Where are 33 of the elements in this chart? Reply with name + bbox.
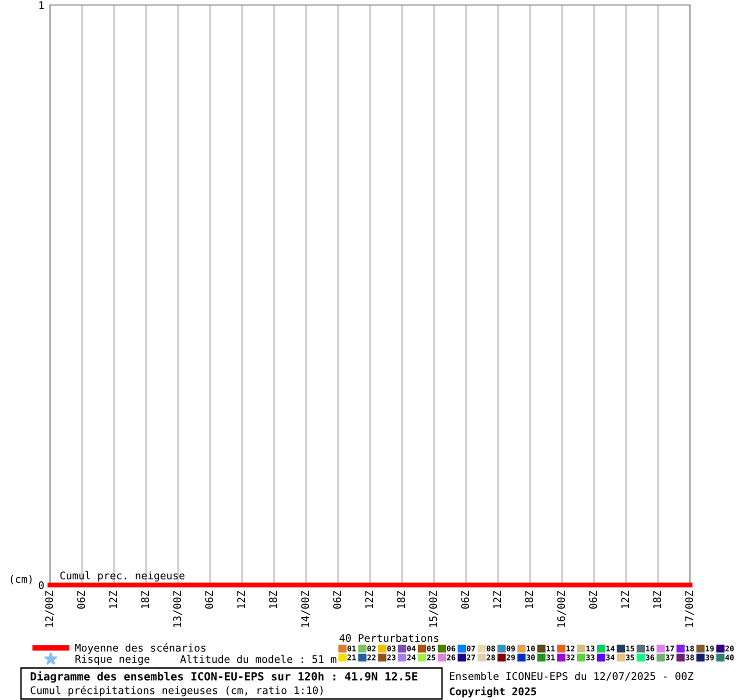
y-tick-label: 0 bbox=[38, 581, 44, 590]
annotation: Cumul prec. neigeuse bbox=[60, 571, 184, 582]
x-tick-label: 06Z bbox=[333, 590, 342, 609]
x-tick-label: 14/00Z bbox=[301, 590, 310, 627]
x-tick-label: 18Z bbox=[141, 590, 150, 608]
text: Altitude du modele : 51 m bbox=[180, 654, 336, 664]
x-tick-label: 06Z bbox=[77, 590, 86, 609]
x-tick-label: 15/00Z bbox=[429, 590, 438, 627]
text: Cumul précipitations neigeuses (cm, ratio 1:10) bbox=[30, 686, 323, 696]
x-tick-label: 12Z bbox=[621, 590, 629, 608]
text: Copyright 2025 bbox=[450, 686, 536, 698]
x-tick-label: 06Z bbox=[589, 590, 598, 609]
x-tick-label: 18Z bbox=[269, 590, 278, 608]
y-tick-label: 1 bbox=[39, 1, 44, 9]
x-tick-label: 12Z bbox=[109, 590, 117, 608]
x-tick-label: 18Z bbox=[653, 590, 662, 608]
x-tick-label: 13/00Z bbox=[173, 590, 182, 627]
x-tick-label: 17/00Z bbox=[685, 590, 694, 627]
x-tick-label: 12Z bbox=[493, 590, 501, 608]
legend-title: 40 Perturbations bbox=[340, 634, 438, 642]
x-tick-label: 16/00Z bbox=[557, 590, 566, 627]
x-tick-label: 06Z bbox=[461, 590, 470, 609]
legend-label: Moyenne des scénarios bbox=[75, 643, 206, 654]
x-tick-label: 18Z bbox=[525, 590, 534, 608]
x-tick-label: 12Z bbox=[237, 590, 245, 608]
y-axis-title: (cm) bbox=[10, 574, 32, 584]
x-tick-label: 12Z bbox=[365, 590, 373, 608]
legend-label: Risque neige bbox=[76, 654, 150, 665]
text: Ensemble ICONEU-EPS du 12/07/2025 - 00Z bbox=[450, 672, 694, 681]
x-tick-label: 06Z bbox=[205, 590, 214, 609]
x-tick-label: 12/00Z bbox=[45, 590, 54, 627]
text: Diagramme des ensembles ICON-EU-EPS sur 120h : 41.9N 12.5E bbox=[30, 671, 418, 683]
x-tick-label: 18Z bbox=[397, 590, 406, 608]
